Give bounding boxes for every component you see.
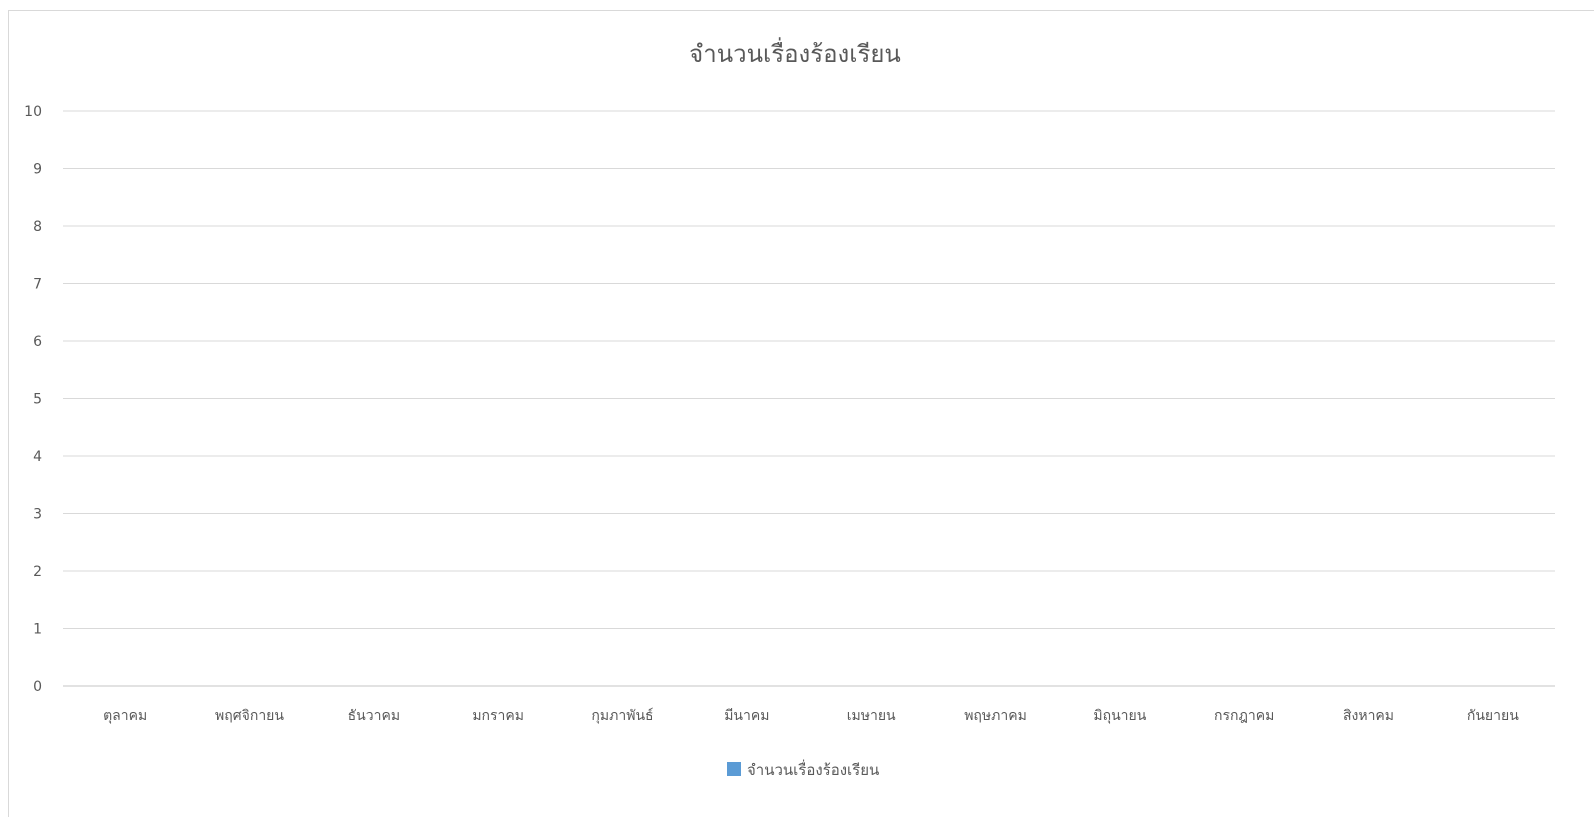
y-tick-label: 7 — [33, 277, 42, 293]
x-tick-label: กันยายน — [1467, 708, 1519, 724]
x-tick-label: พฤษภาคม — [964, 708, 1027, 724]
x-tick-label: กรกฎาคม — [1214, 708, 1274, 724]
y-tick-label: 9 — [33, 162, 42, 178]
y-tick-label: 5 — [33, 392, 42, 408]
x-tick-label: มิถุนายน — [1093, 708, 1146, 724]
x-tick-label: กุมภาพันธ์ — [591, 707, 653, 724]
y-axis-ticks: 0 1 2 3 4 5 6 7 8 9 10 — [24, 104, 42, 695]
legend: จำนวนเรื่องร้องเรียน — [727, 759, 879, 779]
legend-label: จำนวนเรื่องร้องเรียน — [747, 759, 879, 779]
y-tick-label: 8 — [33, 219, 42, 235]
x-axis-ticks: ตุลาคม พฤศจิกายน ธันวาคม มกราคม กุมภาพันธ์ มี… — [103, 707, 1519, 724]
chart-area — [8, 10, 1594, 817]
chart-title: จำนวนเรื่องร้องเรียน — [689, 37, 901, 68]
y-tick-label: 1 — [33, 622, 42, 638]
x-tick-label: มีนาคม — [724, 708, 769, 724]
y-tick-label: 10 — [24, 104, 42, 120]
x-tick-label: ธันวาคม — [348, 708, 400, 724]
gridlines — [63, 110, 1555, 687]
x-tick-label: พฤศจิกายน — [215, 708, 284, 724]
y-tick-label: 3 — [33, 507, 42, 523]
x-tick-label: มกราคม — [472, 708, 524, 724]
y-tick-label: 6 — [33, 334, 42, 350]
y-tick-label: 0 — [33, 679, 42, 695]
legend-swatch — [727, 762, 741, 776]
x-tick-label: ตุลาคม — [103, 708, 147, 724]
y-tick-label: 4 — [33, 449, 42, 465]
x-tick-label: เมษายน — [847, 708, 896, 724]
x-tick-label: สิงหาคม — [1343, 708, 1394, 724]
y-tick-label: 2 — [33, 564, 42, 580]
